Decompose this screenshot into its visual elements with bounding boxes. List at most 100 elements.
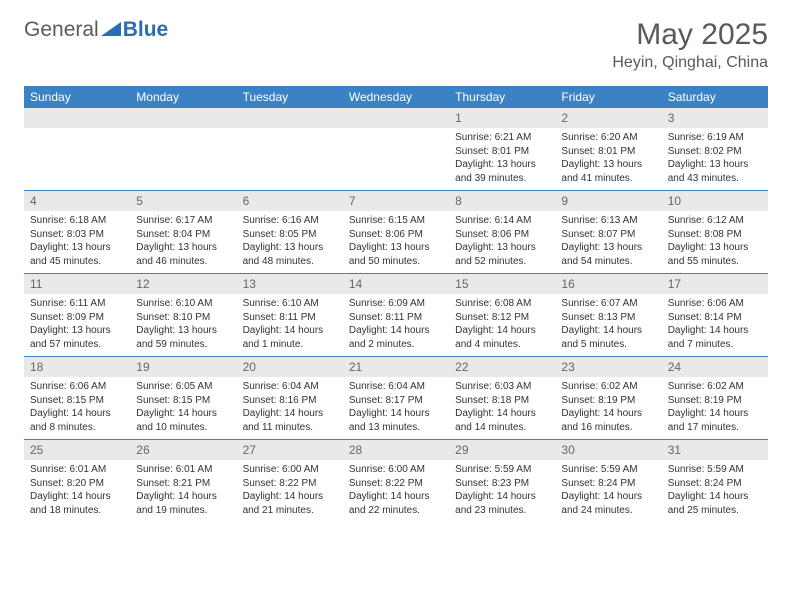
day-details: Sunrise: 6:00 AMSunset: 8:22 PMDaylight:… [343, 460, 449, 520]
day-details: Sunrise: 6:21 AMSunset: 8:01 PMDaylight:… [449, 128, 555, 188]
day-cell: 15Sunrise: 6:08 AMSunset: 8:12 PMDayligh… [449, 274, 555, 356]
day-cell: 9Sunrise: 6:13 AMSunset: 8:07 PMDaylight… [555, 191, 661, 273]
sunrise-text: Sunrise: 6:19 AM [668, 131, 762, 145]
day-number: 5 [130, 191, 236, 211]
sunset-text: Sunset: 8:09 PM [30, 311, 124, 325]
day-details: Sunrise: 5:59 AMSunset: 8:24 PMDaylight:… [662, 460, 768, 520]
daylight-text: Daylight: 14 hours and 24 minutes. [561, 490, 655, 517]
weekday-label: Tuesday [237, 86, 343, 108]
day-details: Sunrise: 6:03 AMSunset: 8:18 PMDaylight:… [449, 377, 555, 437]
daylight-text: Daylight: 13 hours and 54 minutes. [561, 241, 655, 268]
day-details: Sunrise: 6:17 AMSunset: 8:04 PMDaylight:… [130, 211, 236, 271]
day-number [237, 108, 343, 128]
sunrise-text: Sunrise: 6:06 AM [30, 380, 124, 394]
day-details: Sunrise: 6:02 AMSunset: 8:19 PMDaylight:… [555, 377, 661, 437]
sunset-text: Sunset: 8:22 PM [243, 477, 337, 491]
sunrise-text: Sunrise: 5:59 AM [455, 463, 549, 477]
day-number: 9 [555, 191, 661, 211]
day-cell: 10Sunrise: 6:12 AMSunset: 8:08 PMDayligh… [662, 191, 768, 273]
day-cell: 31Sunrise: 5:59 AMSunset: 8:24 PMDayligh… [662, 440, 768, 522]
day-number: 28 [343, 440, 449, 460]
sunset-text: Sunset: 8:07 PM [561, 228, 655, 242]
day-number: 15 [449, 274, 555, 294]
daylight-text: Daylight: 14 hours and 7 minutes. [668, 324, 762, 351]
daylight-text: Daylight: 13 hours and 59 minutes. [136, 324, 230, 351]
day-details: Sunrise: 6:16 AMSunset: 8:05 PMDaylight:… [237, 211, 343, 271]
day-number: 27 [237, 440, 343, 460]
sunset-text: Sunset: 8:05 PM [243, 228, 337, 242]
daylight-text: Daylight: 14 hours and 21 minutes. [243, 490, 337, 517]
day-details: Sunrise: 6:10 AMSunset: 8:11 PMDaylight:… [237, 294, 343, 354]
day-cell: 23Sunrise: 6:02 AMSunset: 8:19 PMDayligh… [555, 357, 661, 439]
daylight-text: Daylight: 13 hours and 55 minutes. [668, 241, 762, 268]
day-cell [237, 108, 343, 190]
sunset-text: Sunset: 8:11 PM [349, 311, 443, 325]
day-cell: 13Sunrise: 6:10 AMSunset: 8:11 PMDayligh… [237, 274, 343, 356]
day-cell: 2Sunrise: 6:20 AMSunset: 8:01 PMDaylight… [555, 108, 661, 190]
daylight-text: Daylight: 14 hours and 4 minutes. [455, 324, 549, 351]
day-cell: 18Sunrise: 6:06 AMSunset: 8:15 PMDayligh… [24, 357, 130, 439]
sunset-text: Sunset: 8:24 PM [561, 477, 655, 491]
day-cell: 6Sunrise: 6:16 AMSunset: 8:05 PMDaylight… [237, 191, 343, 273]
logo: General Blue [24, 18, 168, 42]
day-cell: 29Sunrise: 5:59 AMSunset: 8:23 PMDayligh… [449, 440, 555, 522]
day-number: 12 [130, 274, 236, 294]
week-row: 25Sunrise: 6:01 AMSunset: 8:20 PMDayligh… [24, 439, 768, 522]
day-cell: 8Sunrise: 6:14 AMSunset: 8:06 PMDaylight… [449, 191, 555, 273]
day-number: 31 [662, 440, 768, 460]
day-cell: 21Sunrise: 6:04 AMSunset: 8:17 PMDayligh… [343, 357, 449, 439]
day-cell: 1Sunrise: 6:21 AMSunset: 8:01 PMDaylight… [449, 108, 555, 190]
sunset-text: Sunset: 8:06 PM [455, 228, 549, 242]
day-number: 7 [343, 191, 449, 211]
day-cell: 3Sunrise: 6:19 AMSunset: 8:02 PMDaylight… [662, 108, 768, 190]
sunrise-text: Sunrise: 6:00 AM [243, 463, 337, 477]
title-block: May 2025 Heyin, Qinghai, China [612, 18, 768, 72]
week-row: 4Sunrise: 6:18 AMSunset: 8:03 PMDaylight… [24, 190, 768, 273]
sunrise-text: Sunrise: 6:00 AM [349, 463, 443, 477]
sunset-text: Sunset: 8:01 PM [561, 145, 655, 159]
day-number: 14 [343, 274, 449, 294]
day-cell: 16Sunrise: 6:07 AMSunset: 8:13 PMDayligh… [555, 274, 661, 356]
weekday-label: Monday [130, 86, 236, 108]
day-number: 25 [24, 440, 130, 460]
day-details: Sunrise: 6:20 AMSunset: 8:01 PMDaylight:… [555, 128, 661, 188]
day-details: Sunrise: 6:13 AMSunset: 8:07 PMDaylight:… [555, 211, 661, 271]
daylight-text: Daylight: 13 hours and 41 minutes. [561, 158, 655, 185]
week-row: 1Sunrise: 6:21 AMSunset: 8:01 PMDaylight… [24, 108, 768, 190]
day-number: 6 [237, 191, 343, 211]
daylight-text: Daylight: 14 hours and 18 minutes. [30, 490, 124, 517]
day-number: 4 [24, 191, 130, 211]
day-details: Sunrise: 6:19 AMSunset: 8:02 PMDaylight:… [662, 128, 768, 188]
weekday-label: Wednesday [343, 86, 449, 108]
sunset-text: Sunset: 8:08 PM [668, 228, 762, 242]
sunrise-text: Sunrise: 6:04 AM [243, 380, 337, 394]
day-details: Sunrise: 6:14 AMSunset: 8:06 PMDaylight:… [449, 211, 555, 271]
sunrise-text: Sunrise: 6:12 AM [668, 214, 762, 228]
day-number: 22 [449, 357, 555, 377]
sunset-text: Sunset: 8:10 PM [136, 311, 230, 325]
daylight-text: Daylight: 13 hours and 48 minutes. [243, 241, 337, 268]
sunrise-text: Sunrise: 6:13 AM [561, 214, 655, 228]
day-cell: 22Sunrise: 6:03 AMSunset: 8:18 PMDayligh… [449, 357, 555, 439]
daylight-text: Daylight: 14 hours and 11 minutes. [243, 407, 337, 434]
sunrise-text: Sunrise: 6:21 AM [455, 131, 549, 145]
day-details: Sunrise: 6:06 AMSunset: 8:15 PMDaylight:… [24, 377, 130, 437]
sunset-text: Sunset: 8:12 PM [455, 311, 549, 325]
logo-text-part1: General [24, 18, 99, 42]
sunset-text: Sunset: 8:13 PM [561, 311, 655, 325]
sunset-text: Sunset: 8:19 PM [561, 394, 655, 408]
day-number: 21 [343, 357, 449, 377]
day-number: 30 [555, 440, 661, 460]
weekday-label: Thursday [449, 86, 555, 108]
sunrise-text: Sunrise: 6:11 AM [30, 297, 124, 311]
sunrise-text: Sunrise: 6:10 AM [136, 297, 230, 311]
sunset-text: Sunset: 8:20 PM [30, 477, 124, 491]
day-details: Sunrise: 6:12 AMSunset: 8:08 PMDaylight:… [662, 211, 768, 271]
daylight-text: Daylight: 14 hours and 10 minutes. [136, 407, 230, 434]
calendar-body: 1Sunrise: 6:21 AMSunset: 8:01 PMDaylight… [24, 108, 768, 522]
daylight-text: Daylight: 14 hours and 25 minutes. [668, 490, 762, 517]
day-cell: 26Sunrise: 6:01 AMSunset: 8:21 PMDayligh… [130, 440, 236, 522]
sunset-text: Sunset: 8:15 PM [30, 394, 124, 408]
sunrise-text: Sunrise: 5:59 AM [668, 463, 762, 477]
day-details: Sunrise: 6:05 AMSunset: 8:15 PMDaylight:… [130, 377, 236, 437]
